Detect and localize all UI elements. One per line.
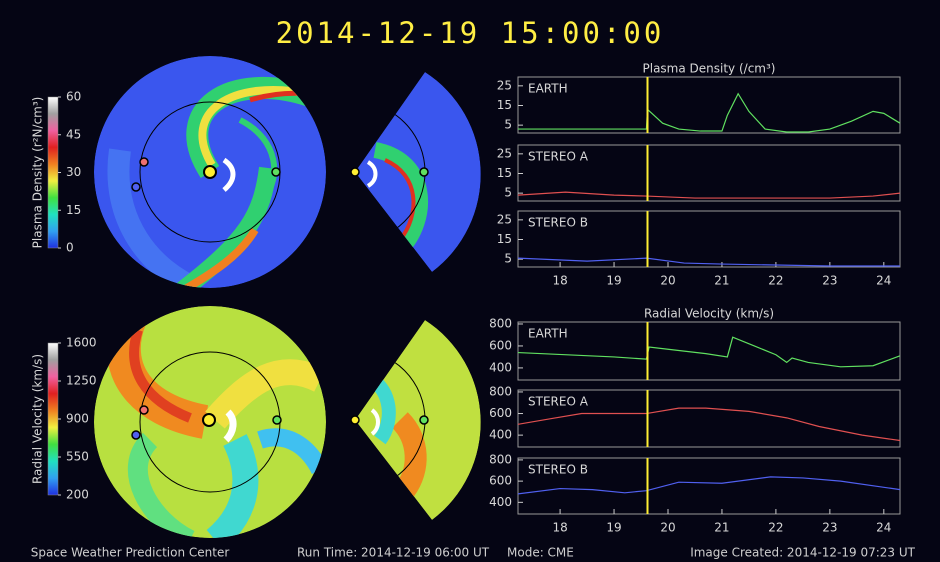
stereo-a-marker [139,157,149,167]
colorbar-tick-label: 1600 [66,336,97,350]
density-wedge [355,72,481,272]
colorbar-tick-label: 60 [66,90,81,104]
colorbar-tick-label: 1250 [66,374,97,388]
footer-mode: Mode: CME [507,546,574,560]
y-tick-label: 5 [504,252,512,266]
y-tick-label: 15 [497,166,512,180]
earth-marker [419,167,429,177]
panel-label: STEREO A [528,395,589,409]
y-tick-label: 15 [497,232,512,246]
x-tick-label: 18 [552,521,567,535]
colorbar-tick-label: 550 [66,450,89,464]
x-tick-label: 24 [876,521,891,535]
x-tick-label: 22 [768,521,783,535]
footer-org: Space Weather Prediction Center [31,546,230,560]
x-tick-label: 21 [714,274,729,288]
x-tick-label: 19 [606,274,621,288]
x-tick-label: 24 [876,274,891,288]
y-tick-label: 25 [497,146,512,160]
colorbar-tick-label: 900 [66,412,89,426]
sun [350,167,360,177]
x-tick-label: 18 [552,274,567,288]
footer-created: Image Created: 2014-12-19 07:23 UT [690,546,915,560]
y-tick-label: 600 [489,474,512,488]
earth-marker [271,167,281,177]
stereo-a-marker [139,405,149,415]
x-tick-label: 19 [606,521,621,535]
y-tick-label: 25 [497,212,512,226]
panel-title: Plasma Density (/cm³) [643,62,776,76]
colorbar-tick-label: 30 [66,165,81,179]
plot-frame [517,321,901,381]
panel-label: STEREO B [528,463,588,477]
y-tick-label: 400 [489,428,512,442]
y-tick-label: 25 [497,78,512,92]
colorbar-label: Radial Velocity (km/s) [31,354,45,484]
colorbar-tick-label: 45 [66,127,81,141]
colorbar-tick-label: 15 [66,203,81,217]
plot-frame [517,457,901,515]
y-tick-label: 5 [504,118,512,132]
y-tick-label: 5 [504,186,512,200]
colorbar-tick-label: 200 [66,488,89,502]
data-line [517,191,901,199]
sun [203,165,217,179]
velocity-disc [94,306,326,538]
y-tick-label: 600 [489,406,512,420]
footer-run-time: Run Time: 2014-12-19 06:00 UT [297,546,490,560]
colorbar-tick-label: 0 [66,241,74,255]
title: 2014-12-19 15:00:00 [276,16,665,50]
data-line [517,407,901,442]
x-tick-label: 23 [822,521,837,535]
sun [202,413,216,427]
stereo-b-marker [131,430,141,440]
colorbar [47,96,59,249]
stereo-b-marker [131,182,141,192]
colorbar [47,342,59,496]
y-tick-label: 400 [489,360,512,374]
x-tick-label: 21 [714,521,729,535]
y-tick-label: 15 [497,98,512,112]
sun [350,415,360,425]
y-tick-label: 800 [489,316,512,330]
x-tick-label: 20 [660,274,675,288]
data-line [517,257,900,267]
earth-marker [419,415,429,425]
colorbar-label: Plasma Density (r²N/cm³) [31,97,45,249]
panel-label: EARTH [528,327,568,341]
panel-label: STEREO B [528,216,588,230]
y-tick-label: 800 [489,452,512,466]
panel-label: EARTH [528,82,568,96]
y-tick-label: 400 [489,495,512,509]
x-tick-label: 22 [768,274,783,288]
panel-label: STEREO A [528,150,589,164]
x-tick-label: 20 [660,521,675,535]
earth-marker [272,415,282,425]
plot-frame [517,389,901,448]
y-tick-label: 600 [489,338,512,352]
y-tick-label: 800 [489,384,512,398]
panel-title: Radial Velocity (km/s) [644,307,774,321]
x-tick-label: 23 [822,274,837,288]
data-line [517,476,901,495]
